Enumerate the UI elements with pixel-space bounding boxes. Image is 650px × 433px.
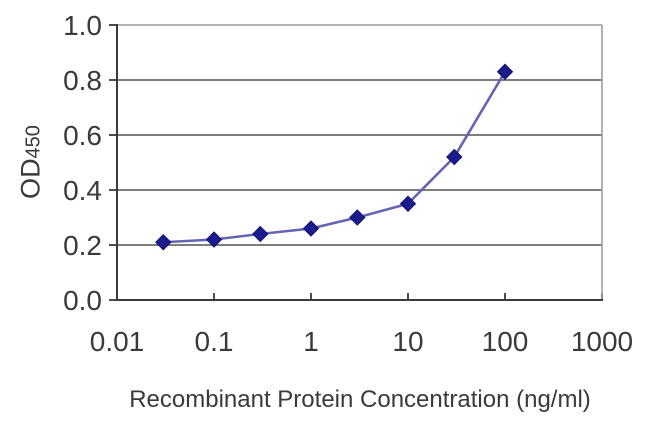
data-point-marker [302,220,320,237]
y-axis-title-sub: 450 [22,125,45,159]
data-point-marker [446,148,463,166]
data-point-marker [205,231,223,248]
y-tick-label: 0.0 [63,285,102,316]
data-point-marker [349,209,366,226]
data-point-marker [155,234,172,251]
x-tick-label: 100 [482,326,529,357]
y-axis-title-main: OD [15,158,46,199]
y-tick-label: 0.8 [63,65,102,96]
y-tick-label: 0.2 [63,230,102,261]
x-axis-title: Recombinant Protein Concentration (ng/ml… [129,386,591,413]
y-tick-label: 0.4 [63,175,102,206]
data-point-marker [399,195,417,212]
data-point-marker [496,63,514,80]
data-point-marker [252,225,269,243]
x-tick-label: 0.01 [90,326,145,357]
series-line [163,71,507,244]
x-tick-label: 10 [392,326,423,357]
x-tick-label: 1000 [571,326,633,357]
y-axis-title: OD450 [16,125,47,199]
y-tick-label: 0.6 [63,120,102,151]
x-tick-label: 0.1 [195,326,234,357]
y-tick-label: 1.0 [63,10,102,41]
x-tick-label: 1 [303,326,319,357]
